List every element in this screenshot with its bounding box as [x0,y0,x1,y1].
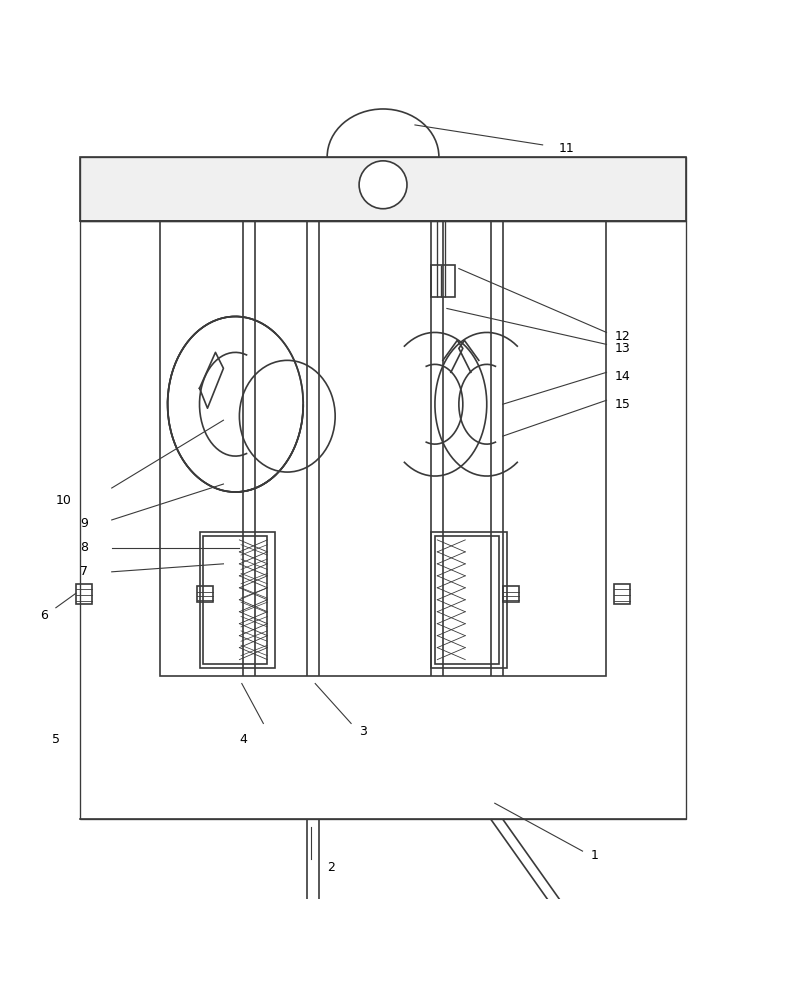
Text: 5: 5 [52,733,60,746]
Text: 4: 4 [239,733,247,746]
Bar [80,157,686,221]
Bar [203,536,267,664]
Bar [197,586,213,602]
Bar [160,221,606,676]
Bar [431,532,507,668]
Bar [431,265,455,297]
Bar [614,584,630,604]
Text: 3: 3 [359,725,367,738]
Text: 12: 12 [614,330,630,343]
Text: 1: 1 [591,849,598,862]
Bar [80,157,686,221]
Bar [503,586,519,602]
Text: 13: 13 [614,342,630,355]
Text: 11: 11 [559,142,575,155]
Bar [80,221,686,819]
Text: 2: 2 [327,861,335,874]
Bar [200,532,275,668]
Text: 10: 10 [56,493,72,506]
Bar [76,584,92,604]
Text: 9: 9 [80,517,88,530]
Text: 7: 7 [80,565,88,578]
Bar [435,536,499,664]
Text: 8: 8 [80,541,88,554]
Text: 6: 6 [40,609,48,622]
Text: 14: 14 [614,370,630,383]
Text: 15: 15 [614,398,630,411]
Circle shape [359,161,407,209]
